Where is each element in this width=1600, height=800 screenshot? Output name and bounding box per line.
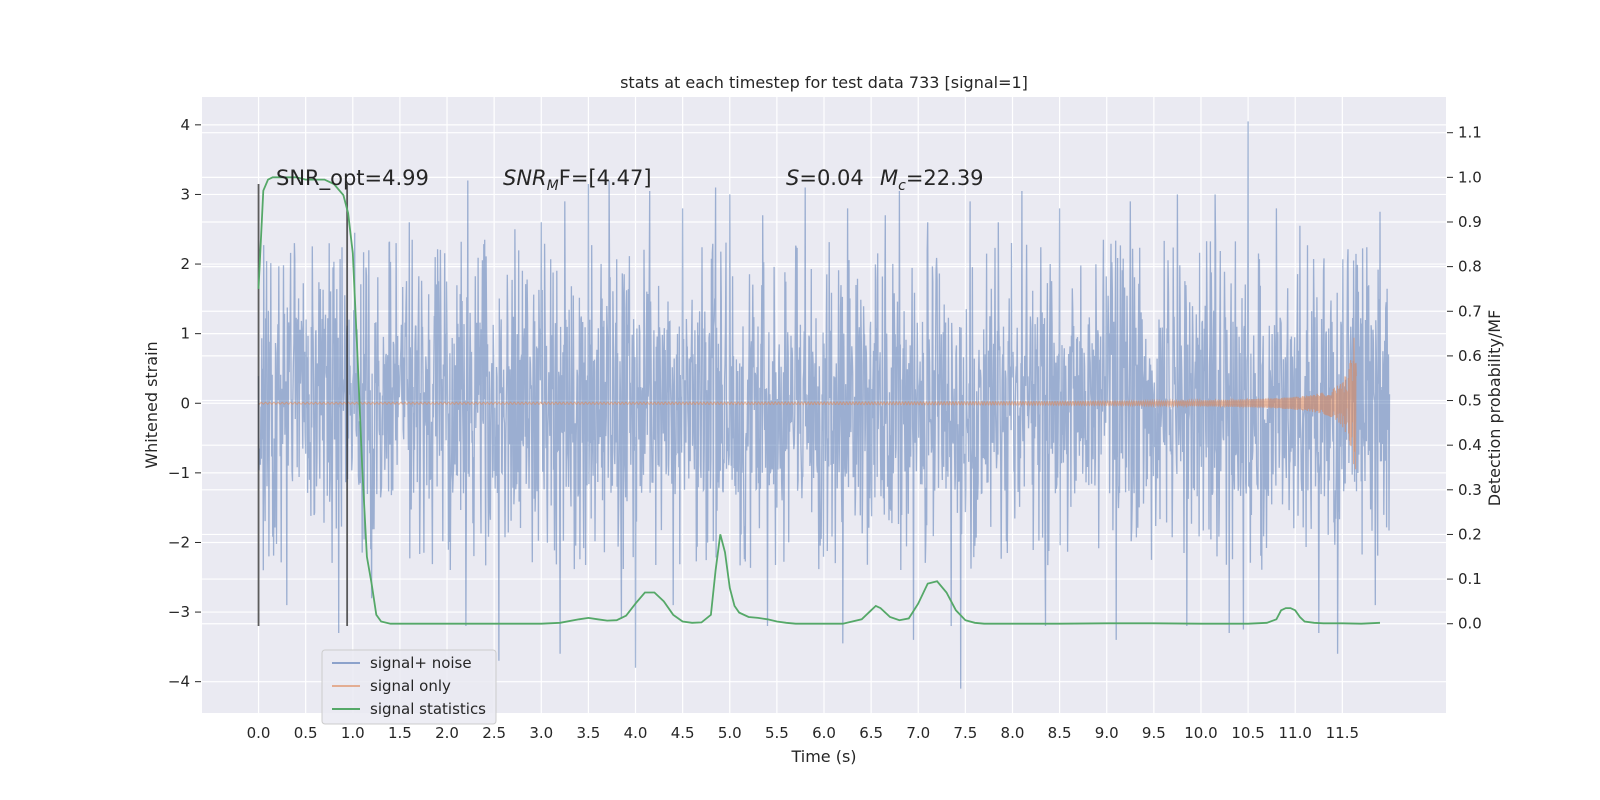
- y-right-tick-label: 0.0: [1458, 615, 1482, 633]
- y-right-tick-label: 1.0: [1458, 168, 1482, 186]
- x-tick-label: 2.0: [435, 724, 459, 742]
- x-tick-label: 5.5: [765, 724, 789, 742]
- x-tick-label: 4.0: [624, 724, 648, 742]
- legend-label-signal-only: signal only: [370, 677, 451, 695]
- y-right-tick-label: 0.5: [1458, 392, 1482, 410]
- y-left-tick-label: 1: [180, 325, 190, 343]
- x-tick-label: 6.0: [812, 724, 836, 742]
- x-tick-label: 3.0: [529, 724, 553, 742]
- x-tick-label: 7.5: [953, 724, 977, 742]
- y-right-axis-label: Detection probability/MF: [1485, 310, 1504, 507]
- series-signal-statistics-line: [257, 176, 1381, 625]
- annotation-mc: Mc=22.39: [880, 166, 984, 194]
- x-axis-label: Time (s): [790, 747, 856, 766]
- x-tick-label: 4.5: [671, 724, 695, 742]
- legend-label-signal-statistics: signal statistics: [370, 700, 486, 718]
- y-right-tick-label: 0.6: [1458, 347, 1482, 365]
- x-tick-label: 1.5: [388, 724, 412, 742]
- y-left-tick-label: 2: [180, 255, 190, 273]
- y-right-tick-label: 0.4: [1458, 436, 1482, 454]
- y-right-tick-label: 0.8: [1458, 258, 1482, 276]
- x-tick-label: 8.5: [1048, 724, 1072, 742]
- y-left-tick-label: −1: [168, 464, 190, 482]
- annotation-snr-opt: SNR_opt=4.99: [276, 166, 429, 191]
- y-right-tick-label: 1.1: [1458, 124, 1482, 142]
- x-tick-label: 5.0: [718, 724, 742, 742]
- x-tick-label: 3.5: [576, 724, 600, 742]
- x-tick-label: 6.5: [859, 724, 883, 742]
- x-tick-label: 10.0: [1184, 724, 1217, 742]
- y-right-tick-label: 0.9: [1458, 213, 1482, 231]
- legend: signal+ noise signal only signal statist…: [321, 649, 497, 725]
- series-signal-only-line: [258, 337, 1357, 470]
- y-left-tick-label: −3: [168, 603, 190, 621]
- x-tick-label: 11.5: [1326, 724, 1359, 742]
- y-left-tick-label: −4: [168, 673, 190, 691]
- y-left-axis-ticks: 4 3 2 1 0 −1 −2 −3 −4: [168, 116, 201, 691]
- x-tick-label: 1.0: [341, 724, 365, 742]
- legend-label-signal-noise: signal+ noise: [370, 654, 472, 672]
- x-tick-label: 9.5: [1142, 724, 1166, 742]
- x-tick-label: 9.0: [1095, 724, 1119, 742]
- x-tick-label: 7.0: [906, 724, 930, 742]
- chart-title: stats at each timestep for test data 733…: [620, 73, 1028, 92]
- y-left-tick-label: 3: [180, 185, 190, 203]
- legend-frame: [321, 649, 497, 725]
- x-tick-label: 11.0: [1279, 724, 1312, 742]
- x-axis-ticks: 0.0 0.5 1.0 1.5 2.0 2.5 3.0 3.5 4.0 4.5 5.0 5.5 6.0 6…: [247, 724, 1359, 742]
- y-left-tick-label: 0: [180, 394, 190, 412]
- annotation-snr-mf: SNRMF=[4.47]: [503, 166, 652, 194]
- x-tick-label: 8.0: [1001, 724, 1025, 742]
- x-tick-label: 0.5: [294, 724, 318, 742]
- y-left-tick-label: −2: [168, 533, 190, 551]
- y-right-tick-label: 0.1: [1458, 570, 1482, 588]
- x-tick-label: 10.5: [1231, 724, 1264, 742]
- x-tick-label: 2.5: [482, 724, 506, 742]
- y-right-tick-label: 0.3: [1458, 481, 1482, 499]
- x-tick-label: 0.0: [247, 724, 271, 742]
- y-left-axis-label: Whitened strain: [142, 341, 161, 468]
- y-right-tick-label: 0.2: [1458, 525, 1482, 543]
- y-left-tick-label: 4: [180, 116, 190, 134]
- series-signal-noise-line: [257, 121, 1391, 689]
- annotation-s: S=0.04: [786, 166, 864, 190]
- y-right-axis-ticks: 1.1 1.0 0.9 0.8 0.7 0.6 0.5 0.4 0.3 0.2 0.1 0.0: [1447, 124, 1482, 633]
- y-right-tick-label: 0.7: [1458, 302, 1482, 320]
